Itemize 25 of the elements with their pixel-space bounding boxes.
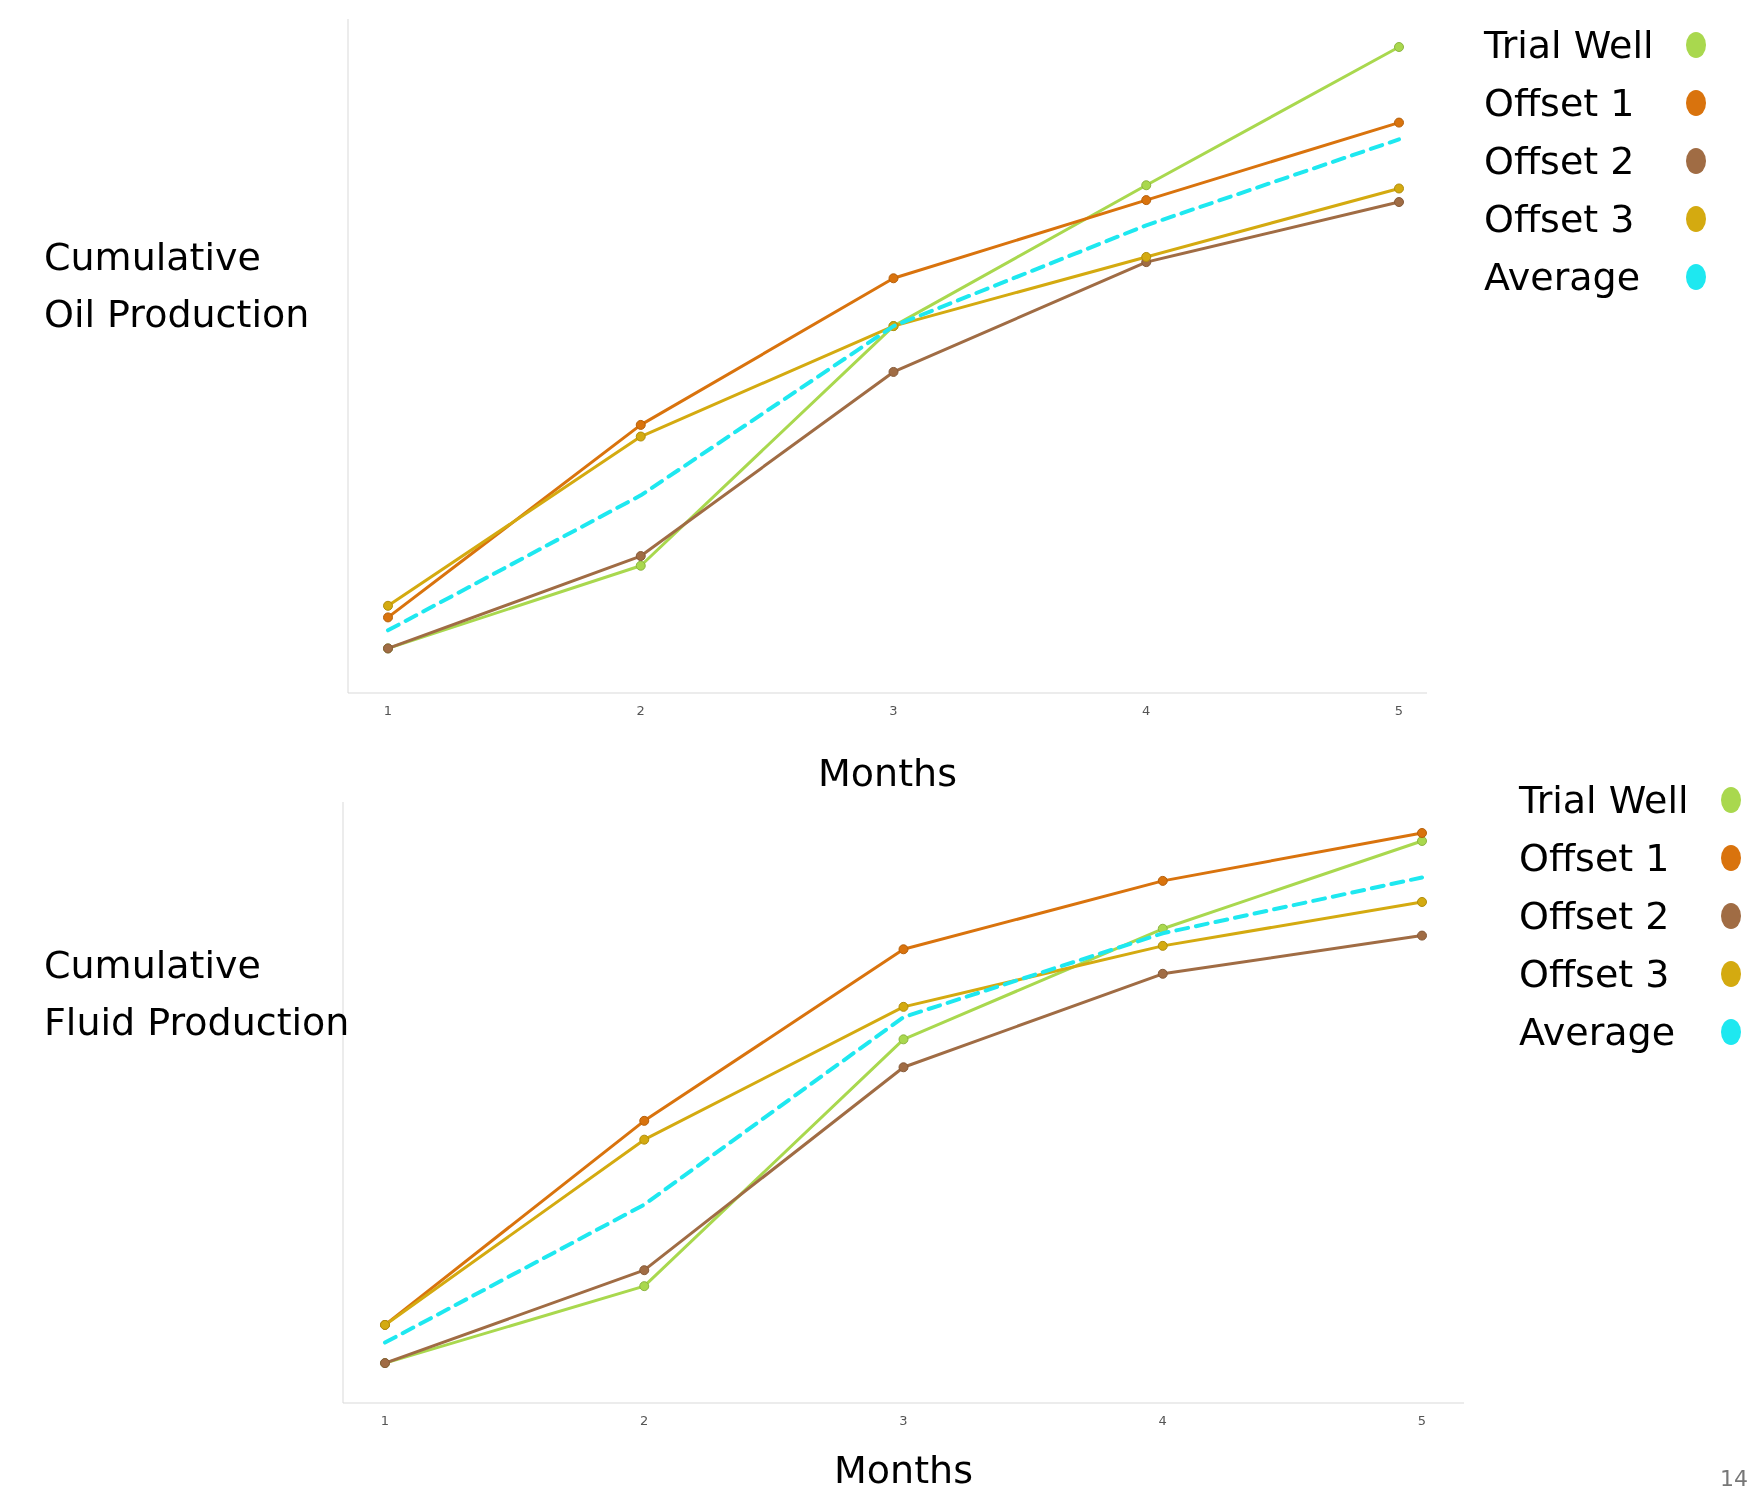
- legend-label: Average: [1484, 255, 1641, 299]
- legend-label: Trial Well: [1518, 778, 1689, 822]
- legend-label: Offset 2: [1519, 894, 1670, 938]
- legend-label: Offset 1: [1484, 81, 1635, 125]
- x-axis-title: Months: [818, 751, 957, 795]
- legend-label: Offset 3: [1519, 952, 1670, 996]
- x-tick-label: 3: [899, 1413, 908, 1428]
- y-axis-title: Cumulative Oil Production: [44, 235, 310, 336]
- legend-label: Offset 3: [1484, 197, 1635, 241]
- x-tick-label: 3: [889, 703, 898, 718]
- x-tick-label: 5: [1417, 1413, 1427, 1428]
- x-tick-label: 1: [380, 1413, 390, 1428]
- legend-label: Offset 1: [1519, 836, 1670, 880]
- x-tick-label: 5: [1394, 703, 1404, 718]
- legend-label: Offset 2: [1484, 139, 1635, 183]
- x-tick-label: 4: [1158, 1413, 1167, 1428]
- x-axis-title: Months: [834, 1448, 973, 1486]
- legend-label: Average: [1519, 1010, 1676, 1054]
- x-tick-label: 2: [640, 1413, 649, 1428]
- text: 14: [1720, 1466, 1748, 1486]
- x-tick-label: 1: [383, 703, 393, 718]
- y-axis-title: Cumulative Fluid Production: [44, 943, 350, 1044]
- x-tick-label: 2: [636, 703, 645, 718]
- x-tick-label: 4: [1142, 703, 1151, 718]
- legend-label: Trial Well: [1483, 23, 1654, 67]
